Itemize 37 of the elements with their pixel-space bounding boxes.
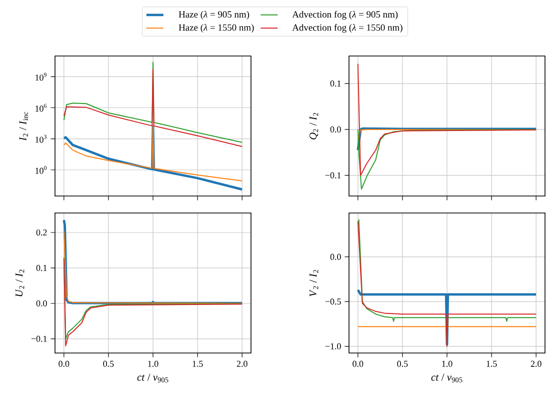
y-tick-label: 0.0 xyxy=(36,300,47,306)
legend-label: Haze (λ = 905 nm) xyxy=(178,10,250,20)
y-tick-label: 0.0 xyxy=(330,126,341,132)
line-series xyxy=(63,126,243,182)
x-tick-label: 0.5 xyxy=(397,360,408,367)
x-tick-label: 1.0 xyxy=(442,360,452,367)
y-tick-label: −0.1 xyxy=(325,172,341,178)
x-tick-label: 2.0 xyxy=(530,360,542,367)
x-axis-title: ct / v$_{905}$ xyxy=(137,374,168,382)
y-tick-label: 10$^{3}$ xyxy=(36,134,47,143)
legend-label: Haze (λ = 1550 nm) xyxy=(178,24,254,33)
legend-label: Advection fog (λ = 1550 nm) xyxy=(292,24,402,33)
legend-label: Advection fog (λ = 905 nm) xyxy=(292,10,398,20)
y-tick-label: 10$^{0}$ xyxy=(36,166,47,174)
x-tick-label: 0.0 xyxy=(352,360,364,367)
x-tick-label: 0.5 xyxy=(103,360,114,367)
y-tick-label: −0.5 xyxy=(325,298,341,305)
y-axis-title: I$_{2}$ / I$_{inc}$ xyxy=(19,112,28,141)
x-tick-label: 1.5 xyxy=(486,360,497,367)
x-tick-label: 1.0 xyxy=(148,360,158,367)
y-tick-label: 0.2 xyxy=(36,229,47,236)
y-tick-label: 10$^{6}$ xyxy=(36,104,47,112)
y-tick-label: 0.1 xyxy=(330,80,341,87)
y-axis-title: Q$_{2}$ / I$_{2}$ xyxy=(310,112,318,140)
y-tick-label: 0.0 xyxy=(330,254,341,260)
y-tick-label: −1.0 xyxy=(325,343,341,350)
y-tick-label: −0.1 xyxy=(31,336,47,342)
line-series xyxy=(62,125,244,191)
y-tick-label: 10$^{9}$ xyxy=(36,72,46,81)
x-axis-title: ct / v$_{905}$ xyxy=(431,374,462,382)
x-tick-label: 2.0 xyxy=(236,360,248,367)
y-tick-label: 0.1 xyxy=(36,264,47,271)
y-axis-title: V$_{2}$ / I$_{2}$ xyxy=(310,270,318,296)
x-tick-label: 0.0 xyxy=(58,360,70,367)
y-axis-title: U$_{2}$ / I$_{2}$ xyxy=(16,270,24,296)
line-series xyxy=(357,63,537,176)
x-tick-label: 1.5 xyxy=(192,360,203,367)
